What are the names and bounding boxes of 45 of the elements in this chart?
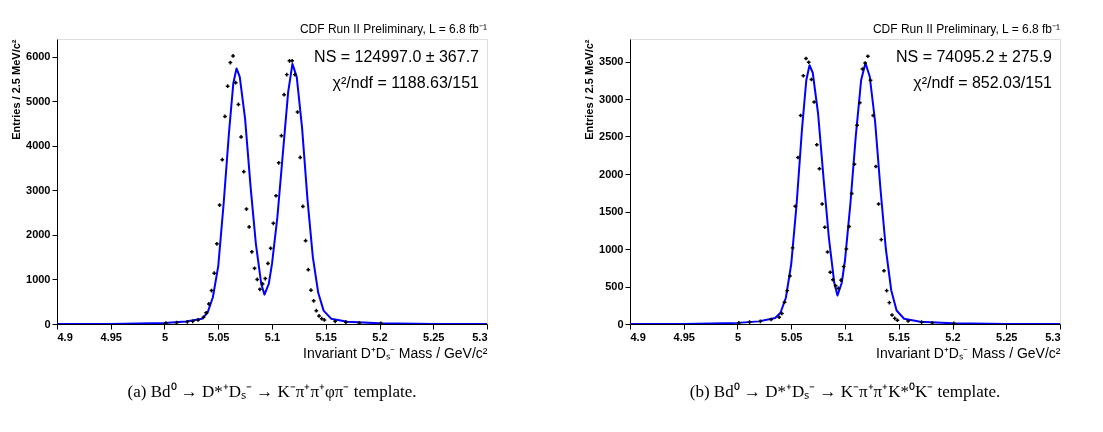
text: (b) Bd⁰ → D*⁺Dₛ⁻ → K⁻π⁺π⁺K*⁰K⁻ template. bbox=[689, 382, 1001, 401]
text: CDF Run II Preliminary, L = 6.8 fb⁻¹ bbox=[299, 22, 487, 36]
x-tick-label: 5.3 bbox=[472, 330, 488, 343]
text: (a) Bd⁰ → D*⁺Dₛ⁻ → K⁻π⁺π⁺φπ⁻ template. bbox=[127, 382, 417, 401]
x-tick-label: 5.1 bbox=[264, 330, 281, 343]
y-tick-label: 0 bbox=[44, 317, 51, 330]
x-tick-label: 4.95 bbox=[100, 330, 122, 343]
y-axis-title: Entries / 2.5 MeV/c² bbox=[583, 39, 596, 140]
x-tick-label: 4.9 bbox=[57, 330, 73, 343]
y-axis-title: Entries / 2.5 MeV/c² bbox=[10, 39, 23, 140]
text: CDF Run II Preliminary, L = 6.8 fb⁻¹ bbox=[872, 22, 1060, 36]
x-tick-label: 4.95 bbox=[673, 330, 695, 343]
y-tick-label: 6000 bbox=[26, 50, 51, 63]
annotation: NS = 124997.0 ± 367.7 bbox=[314, 48, 480, 65]
x-tick-label: 4.9 bbox=[630, 330, 646, 343]
x-tick-label: 5 bbox=[161, 330, 169, 343]
x-tick-label: 5.25 bbox=[423, 330, 445, 343]
x-tick-label: 5.2 bbox=[945, 330, 961, 343]
x-tick-label: 5.05 bbox=[208, 330, 230, 343]
x-tick-label: 5.15 bbox=[315, 330, 337, 343]
x-tick-label: 5.3 bbox=[1045, 330, 1061, 343]
x-tick-label: 5.25 bbox=[996, 330, 1018, 343]
y-tick-label: 3000 bbox=[26, 183, 51, 196]
y-tick-label: 2500 bbox=[599, 130, 624, 142]
y-tick-label: 5000 bbox=[26, 94, 51, 107]
y-tick-label: 0 bbox=[617, 317, 624, 330]
annotation: NS = 74095.2 ± 275.9 bbox=[895, 48, 1053, 65]
x-tick-label: 5.1 bbox=[837, 330, 854, 343]
x-tick-label: 5.15 bbox=[888, 330, 910, 343]
y-tick-label: 1000 bbox=[599, 242, 624, 255]
y-tick-label: 500 bbox=[605, 280, 624, 292]
y-tick-label: 1500 bbox=[599, 205, 624, 217]
x-axis-title: Invariant D⁺Dₛ⁻ Mass / GeV/c² bbox=[303, 344, 488, 361]
x-tick-label: 5 bbox=[734, 330, 742, 343]
annotation: χ²/ndf = 1188.63/151 bbox=[332, 74, 480, 91]
annotation: χ²/ndf = 852.03/151 bbox=[913, 74, 1053, 91]
y-tick-label: 2000 bbox=[26, 228, 51, 241]
y-tick-label: 3500 bbox=[599, 55, 624, 67]
y-tick-label: 4000 bbox=[26, 139, 51, 152]
y-tick-label: 2000 bbox=[599, 167, 624, 180]
y-tick-label: 1000 bbox=[26, 272, 51, 285]
y-tick-label: 3000 bbox=[599, 92, 624, 105]
x-tick-label: 5.05 bbox=[781, 330, 803, 343]
x-axis-title: Invariant D⁺Dₛ⁻ Mass / GeV/c² bbox=[876, 344, 1061, 361]
x-tick-label: 5.2 bbox=[372, 330, 388, 343]
